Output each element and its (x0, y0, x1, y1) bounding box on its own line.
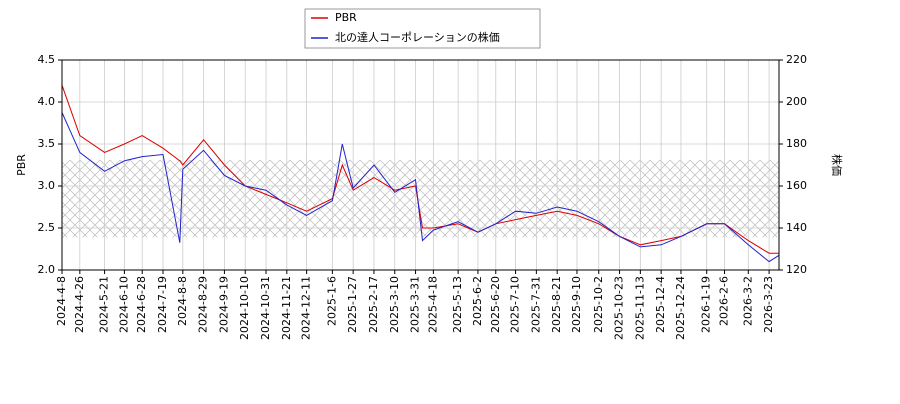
x-tick-label: 2025-12-24 (674, 276, 687, 340)
y2-axis-label: 株価 (830, 154, 844, 176)
x-tick-label: 2025-6-2 (471, 276, 484, 326)
x-tick-label: 2025-7-10 (509, 276, 522, 333)
x-tick-label: 2026-1-19 (700, 276, 713, 333)
y2-tick-label: 180 (786, 137, 807, 150)
x-tick-label: 2024-7-19 (156, 276, 169, 333)
x-tick-label: 2024-10-10 (238, 276, 251, 340)
x-tick-label: 2024-4-8 (55, 276, 68, 326)
x-tick-label: 2024-8-29 (197, 276, 210, 333)
x-tick-label: 2025-12-4 (654, 276, 667, 333)
x-tick-label: 2024-6-10 (117, 276, 130, 333)
y-tick-label: 4.0 (38, 95, 56, 108)
x-tick-label: 2026-3-23 (762, 276, 775, 333)
x-tick-label: 2024-4-26 (73, 276, 86, 333)
y2-tick-label: 160 (786, 179, 807, 192)
x-tick-label: 2025-6-20 (489, 276, 502, 333)
x-tick-label: 2025-5-13 (451, 276, 464, 333)
y-tick-label: 3.0 (38, 179, 56, 192)
legend-label: 北の達人コーポレーションの株価 (335, 30, 500, 44)
x-tick-label: 2025-10-23 (613, 276, 626, 340)
x-tick-label: 2024-5-21 (98, 276, 111, 333)
x-tick-label: 2024-9-19 (217, 276, 230, 333)
y2-tick-label: 220 (786, 53, 807, 66)
y2-tick-label: 140 (786, 221, 807, 234)
x-tick-label: 2025-3-31 (409, 276, 422, 333)
plot-frame (61, 59, 780, 271)
x-tick-label: 2025-9-10 (570, 276, 583, 333)
x-tick-label: 2025-11-13 (633, 276, 646, 340)
y2-tick-label: 120 (786, 263, 807, 276)
x-tick-label: 2024-11-21 (280, 276, 293, 340)
y-axis-label: PBR (15, 154, 28, 176)
x-tick-label: 2024-10-31 (259, 276, 272, 340)
series-line (61, 112, 780, 263)
y2-tick-label: 200 (786, 95, 807, 108)
x-tick-label: 2025-1-27 (346, 276, 359, 333)
legend-box (304, 8, 541, 49)
x-tick-label: 2024-8-8 (176, 276, 189, 326)
x-tick-label: 2026-3-2 (741, 276, 754, 326)
legend-label: PBR (335, 11, 357, 24)
x-tick-label: 2025-1-6 (325, 276, 338, 326)
series-line (61, 85, 779, 254)
y-tick-label: 2.0 (38, 263, 56, 276)
x-tick-label: 2025-2-17 (367, 276, 380, 333)
x-tick-label: 2025-3-10 (388, 276, 401, 333)
x-tick-label: 2025-8-21 (550, 276, 563, 333)
x-tick-label: 2026-2-6 (718, 276, 731, 326)
y-tick-label: 3.5 (38, 137, 56, 150)
x-tick-label: 2025-7-31 (529, 276, 542, 333)
x-tick-label: 2025-4-18 (426, 276, 439, 333)
x-tick-label: 2024-6-28 (135, 276, 148, 333)
x-tick-label: 2025-10-2 (592, 276, 605, 333)
y-tick-label: 2.5 (38, 221, 56, 234)
y-tick-label: 4.5 (38, 53, 56, 66)
x-tick-label: 2024-12-11 (300, 276, 313, 340)
